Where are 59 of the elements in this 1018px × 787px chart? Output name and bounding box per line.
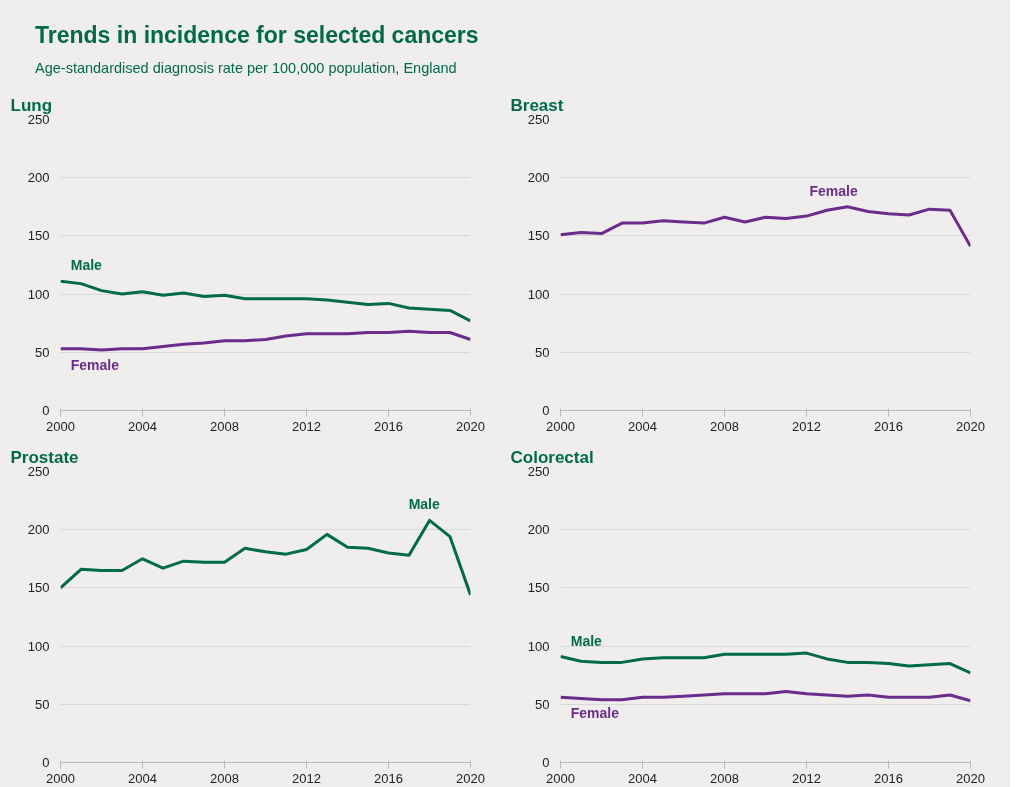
x-tick-label: 2000 [546,418,575,434]
x-tick-label: 2020 [956,770,985,786]
x-tick-label: 2004 [628,418,657,434]
y-tick-label: 200 [27,170,50,186]
y-tick-label: 50 [535,696,550,712]
y-tick-label: 250 [527,112,550,127]
x-tick-label: 2016 [874,770,903,786]
y-tick-label: 250 [27,464,50,479]
y-tick-label: 150 [27,228,50,244]
x-tick-label: 2012 [792,418,821,434]
y-tick-label: 50 [35,696,50,712]
y-tick-label: 150 [527,228,550,244]
y-tick-label: 100 [527,638,550,654]
chart-title: Lung [10,95,53,115]
y-tick-label: 0 [42,755,50,770]
x-tick-label: 2020 [456,418,485,434]
y-tick-label: 200 [527,522,550,538]
chart-title: Colorectal [510,447,594,467]
series-label: Female [570,705,620,722]
x-tick-label: 2012 [292,770,321,786]
series-label: Male [70,257,103,274]
series-label: Female [809,182,858,199]
y-tick-label: 100 [27,286,50,302]
x-tick-label: 2016 [374,770,403,786]
y-tick-label: 200 [527,170,550,186]
x-tick-label: 2008 [210,418,239,434]
x-tick-label: 2000 [546,770,575,786]
x-tick-label: 2000 [46,770,75,786]
y-tick-label: 100 [27,638,50,654]
y-tick-label: 150 [527,580,550,596]
y-tick-label: 250 [527,464,550,479]
y-tick-label: 150 [27,580,50,596]
y-tick-label: 50 [535,344,550,360]
x-tick-label: 2004 [128,770,157,786]
x-tick-label: 2012 [792,770,821,786]
y-tick-label: 50 [35,344,50,360]
y-tick-label: 0 [542,755,550,770]
x-tick-label: 2004 [128,418,157,434]
x-tick-label: 2020 [456,770,485,786]
x-tick-label: 2012 [292,418,321,434]
x-tick-label: 2016 [374,418,403,434]
chart-title: Prostate [10,447,79,467]
text: Trends in incidence for selected cancers [35,21,479,50]
x-tick-label: 2008 [210,770,239,786]
y-tick-label: 100 [527,286,550,302]
x-tick-label: 2004 [628,770,657,786]
series-label: Male [570,632,603,649]
text: Age-standardised diagnosis rate per 100,000 population, England [35,58,458,78]
x-tick-label: 2008 [710,418,739,434]
x-tick-label: 2008 [710,770,739,786]
x-tick-label: 2016 [874,418,903,434]
y-tick-label: 200 [27,522,50,538]
series-label: Male [408,496,440,513]
chart-title: Breast [510,95,564,115]
y-tick-label: 0 [42,403,50,418]
x-tick-label: 2000 [46,418,75,434]
series-label: Female [70,356,120,373]
x-tick-label: 2020 [956,418,985,434]
y-tick-label: 0 [542,403,550,418]
